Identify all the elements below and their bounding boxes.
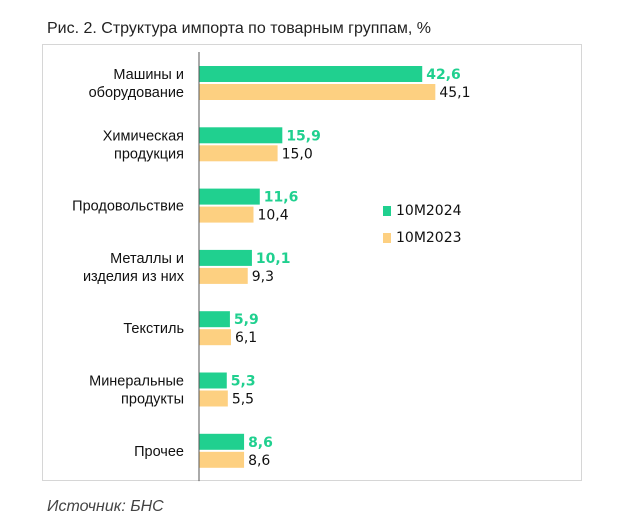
value-label-10m2023-4: 6,1 [235, 330, 257, 346]
category-label-2: Продовольствие [72, 199, 184, 215]
bar-chart: 42,6 45,1 Машины и оборудование 15,9 15,0 Хими… [72, 52, 470, 482]
legend-swatch-1 [383, 233, 391, 243]
legend: 10М2024 10М2023 [383, 203, 462, 246]
value-label-10m2023-0: 45,1 [439, 85, 470, 101]
bar-10m2023-3 [199, 267, 248, 284]
bars-layer [199, 66, 436, 468]
chart-container: 42,6 45,1 Машины и оборудование 15,9 15,0 Хими… [42, 44, 582, 482]
bar-10m2024-2 [199, 188, 260, 205]
bar-10m2024-3 [199, 249, 252, 266]
value-label-10m2023-1: 15,0 [282, 146, 313, 162]
legend-label-1: 10М2023 [396, 230, 462, 246]
bar-10m2024-0 [199, 66, 423, 82]
bar-10m2023-1 [199, 145, 278, 162]
value-label-10m2023-2: 10,4 [257, 208, 288, 224]
category-label-6: Прочее [134, 444, 184, 460]
value-label-10m2024-1: 15,9 [286, 128, 321, 144]
legend-swatch-0 [383, 206, 391, 216]
value-label-10m2024-5: 5,3 [231, 374, 256, 390]
category-label-5: Минеральные продукты [89, 374, 184, 408]
labels-layer: 42,6 45,1 Машины и оборудование 15,9 15,0 Хими… [72, 67, 470, 469]
bar-10m2024-5 [199, 372, 227, 389]
category-label-3: Металлы и изделия из них [83, 251, 185, 285]
bar-10m2023-2 [199, 206, 254, 223]
bar-10m2023-0 [199, 84, 436, 100]
bar-10m2024-1 [199, 127, 283, 144]
legend-label-0: 10М2024 [396, 203, 462, 219]
value-label-10m2023-5: 5,5 [232, 392, 254, 408]
value-label-10m2023-3: 9,3 [252, 269, 274, 285]
category-label-0: Машины и оборудование [89, 67, 184, 101]
value-label-10m2024-6: 8,6 [248, 435, 273, 451]
bar-10m2024-6 [199, 433, 245, 450]
bar-10m2023-4 [199, 329, 231, 346]
value-label-10m2024-4: 5,9 [234, 312, 259, 328]
category-label-1: Химическая продукция [103, 128, 184, 162]
bar-10m2023-5 [199, 390, 228, 407]
value-label-10m2023-6: 8,6 [248, 453, 270, 469]
source-note: Источник: БНС [47, 498, 164, 515]
bar-10m2024-4 [199, 311, 230, 328]
bar-10m2023-6 [199, 451, 245, 468]
category-label-4: Текстиль [123, 321, 184, 337]
value-label-10m2024-2: 11,6 [264, 190, 299, 206]
value-label-10m2024-3: 10,1 [256, 251, 291, 267]
chart-title: Рис. 2. Структура импорта по товарным гр… [47, 20, 432, 37]
value-label-10m2024-0: 42,6 [426, 67, 461, 83]
